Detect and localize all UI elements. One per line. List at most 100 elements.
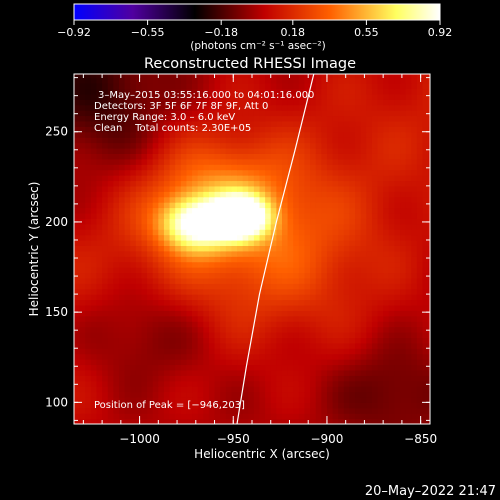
heatmap-cell (152, 250, 159, 257)
heatmap-cell (371, 369, 379, 376)
heatmap-cell (349, 147, 356, 154)
heatmap-cell (411, 185, 418, 192)
heatmap-cell (343, 137, 351, 144)
heatmap-cell (310, 180, 317, 187)
heatmap-cell (276, 153, 283, 160)
heatmap-cell (192, 396, 199, 403)
heatmap-cell (225, 229, 232, 236)
heatmap-cell (163, 331, 171, 338)
heatmap-cell (231, 299, 238, 306)
heatmap-cell (74, 245, 81, 252)
heatmap-cell (231, 418, 238, 424)
heatmap-cell (394, 304, 401, 311)
heatmap-cell (281, 337, 289, 344)
heatmap-cell (405, 142, 412, 149)
heatmap-cell (220, 196, 227, 203)
heatmap-cell (428, 77, 430, 84)
heatmap-cell (135, 364, 143, 371)
colorbar-tick-label: −0.18 (204, 26, 238, 39)
heatmap-cell (400, 164, 407, 171)
heatmap-cell (383, 315, 390, 322)
heatmap-cell (366, 180, 373, 187)
heatmap-cell (422, 299, 429, 306)
heatmap-cell (315, 418, 322, 424)
heatmap-cell (321, 386, 328, 393)
heatmap-cell (175, 164, 182, 171)
heatmap-cell (231, 250, 238, 257)
heatmap-cell (405, 245, 412, 252)
heatmap-cell (377, 310, 384, 317)
heatmap-cell (130, 353, 137, 360)
heatmap-cell (113, 93, 120, 100)
heatmap-cell (203, 353, 210, 360)
heatmap-cell (186, 299, 193, 306)
heatmap-cell (411, 380, 418, 387)
heatmap-cell (281, 277, 289, 284)
heatmap-cell (85, 391, 92, 398)
heatmap-cell (416, 413, 424, 420)
heatmap-cell (231, 348, 238, 355)
heatmap-cell (220, 207, 227, 214)
heatmap-cell (192, 142, 199, 149)
heatmap-cell (248, 137, 255, 144)
heatmap-cell (203, 277, 210, 284)
heatmap-cell (197, 380, 204, 387)
heatmap-cell (349, 294, 356, 301)
heatmap-cell (259, 169, 266, 176)
heatmap-cell (85, 93, 92, 100)
heatmap-cell (332, 110, 339, 117)
heatmap-cell (355, 277, 362, 284)
heatmap-cell (315, 196, 322, 203)
heatmap-cell (371, 99, 379, 106)
heatmap-cell (304, 407, 311, 414)
heatmap-cell (287, 283, 294, 290)
heatmap-cell (163, 369, 171, 376)
heatmap-cell (118, 142, 126, 149)
heatmap-cell (304, 120, 311, 127)
heatmap-cell (169, 380, 176, 387)
heatmap-cell (411, 196, 418, 203)
heatmap-cell (377, 115, 384, 122)
heatmap-cell (163, 386, 171, 393)
heatmap-cell (371, 153, 379, 160)
heatmap-cell (383, 223, 390, 230)
heatmap-cell (242, 267, 249, 274)
heatmap-cell (214, 353, 221, 360)
heatmap-cell (113, 283, 120, 290)
heatmap-cell (163, 277, 171, 284)
heatmap-cell (394, 321, 401, 328)
heatmap-cell (400, 126, 407, 133)
heatmap-cell (203, 77, 210, 84)
heatmap-cell (338, 218, 345, 225)
heatmap-cell (394, 315, 401, 322)
heatmap-cell (152, 321, 159, 328)
heatmap-cell (270, 110, 277, 117)
heatmap-cell (355, 304, 362, 311)
heatmap-cell (158, 304, 165, 311)
heatmap-cell (124, 402, 131, 409)
heatmap-cell (349, 202, 356, 209)
heatmap-cell (422, 348, 429, 355)
heatmap-cell (124, 386, 131, 393)
heatmap-cell (124, 380, 131, 387)
heatmap-cell (186, 239, 193, 246)
heatmap-cell (203, 261, 210, 268)
heatmap-cell (248, 326, 255, 333)
heatmap-cell (338, 321, 345, 328)
heatmap-cell (265, 267, 272, 274)
heatmap-cell (377, 304, 384, 311)
heatmap-cell (90, 74, 98, 79)
heatmap-cell (186, 212, 193, 219)
heatmap-cell (298, 386, 306, 393)
heatmap-cell (388, 245, 395, 252)
heatmap-cell (349, 239, 356, 246)
heatmap-cell (248, 229, 255, 236)
heatmap-cell (124, 364, 131, 371)
heatmap-cell (259, 326, 266, 333)
heatmap-cell (175, 299, 182, 306)
heatmap-cell (79, 131, 86, 138)
heatmap-cell (237, 142, 244, 149)
heatmap-cell (304, 310, 311, 317)
heatmap-cell (124, 115, 131, 122)
heatmap-cell (253, 288, 261, 295)
